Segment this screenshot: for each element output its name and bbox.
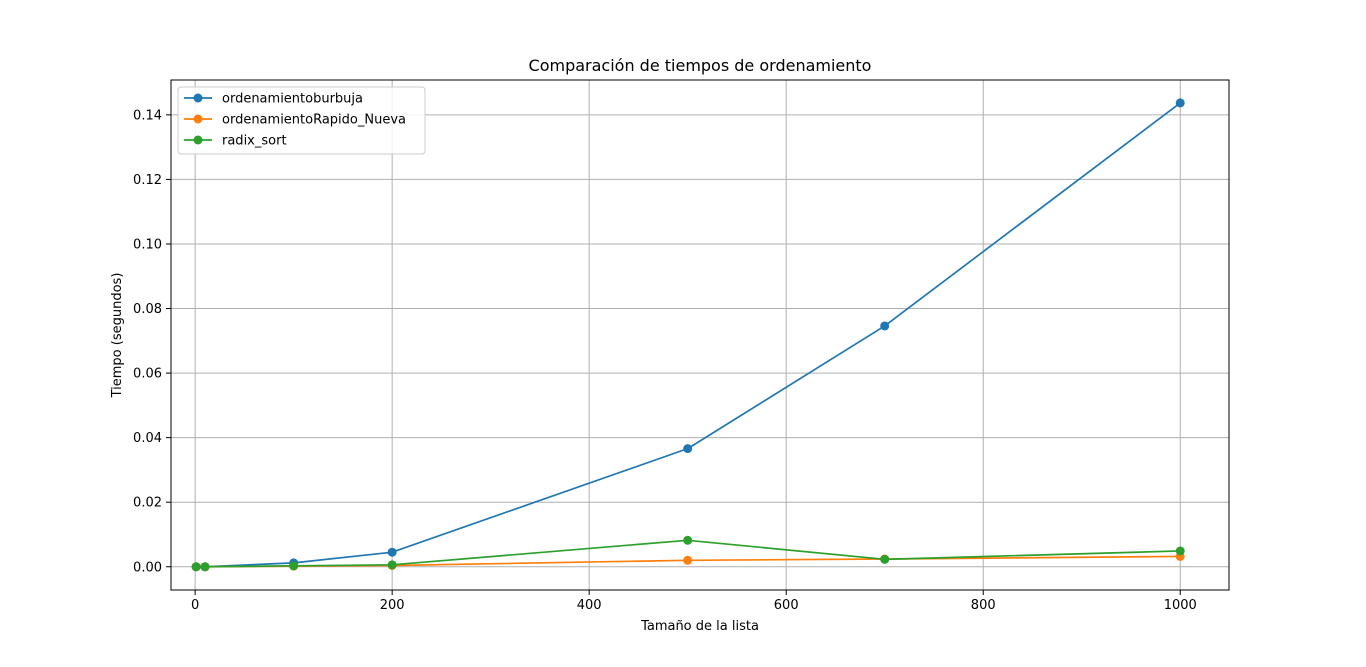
legend-marker (193, 114, 203, 124)
y-tick-label: 0.12 (133, 173, 162, 188)
y-tick-label: 0.08 (133, 302, 162, 317)
x-tick-label: 800 (971, 598, 996, 613)
data-point (289, 561, 299, 571)
grid (171, 80, 1229, 590)
legend-item: radix_sort (184, 134, 287, 149)
y-tick-label: 0.06 (133, 367, 162, 382)
data-point (683, 444, 693, 454)
y-tick-label: 0.04 (133, 431, 162, 446)
x-tick-label: 200 (380, 598, 405, 613)
plot-frame (170, 79, 1230, 591)
data-point (683, 555, 693, 565)
y-tick-label: 0.14 (133, 108, 162, 123)
chart-title: Comparación de tiempos de ordenamiento (529, 56, 872, 75)
x-tick-label: 400 (577, 598, 602, 613)
y-tick-label: 0.00 (133, 560, 162, 575)
data-point (1175, 98, 1185, 108)
legend-item: ordenamientoRapido_Nueva (184, 113, 406, 128)
data-point (1175, 546, 1185, 556)
data-point (387, 547, 397, 557)
x-tick-label: 1000 (1164, 598, 1197, 613)
ticks: 0 200 400 600 800 1000 0.00 0.02 0.04 0.06 0.08 0.1… (133, 108, 1197, 613)
data-point (191, 562, 201, 572)
data-point (880, 321, 890, 331)
legend-marker (193, 135, 203, 145)
legend: ordenamientoburbuja ordenamientoRapido_Nu… (177, 86, 426, 155)
legend-marker (193, 93, 203, 103)
y-tick-label: 0.02 (133, 496, 162, 511)
x-axis-label: Tamaño de la lista (640, 619, 759, 634)
y-axis-label: Tiempo (segundos) (110, 273, 125, 399)
legend-label: ordenamientoRapido_Nueva (222, 113, 406, 128)
series-radix_sort (191, 535, 1185, 572)
data-point (880, 554, 890, 564)
series-layer (191, 98, 1185, 572)
legend-label: radix_sort (222, 134, 287, 149)
legend-label: ordenamientoburbuja (222, 92, 363, 107)
legend-item: ordenamientoburbuja (184, 92, 363, 107)
legend-box (177, 86, 426, 155)
x-tick-label: 600 (774, 598, 799, 613)
data-point (683, 535, 693, 545)
y-tick-label: 0.10 (133, 237, 162, 252)
data-point (200, 562, 210, 572)
data-point (387, 560, 397, 570)
x-tick-label: 0 (191, 598, 199, 613)
